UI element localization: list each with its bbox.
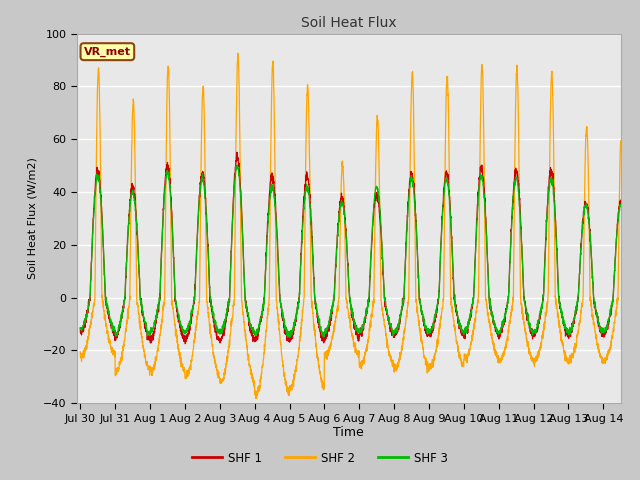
SHF 2 xyxy=(617,138,625,144)
SHF 2 xyxy=(434,343,442,348)
SHF 2 xyxy=(566,358,574,363)
SHF 2 xyxy=(245,363,253,369)
SHF 2 xyxy=(602,355,609,361)
Line: SHF 1: SHF 1 xyxy=(80,152,621,344)
Line: SHF 2: SHF 2 xyxy=(80,53,621,399)
SHF 3 xyxy=(566,329,574,335)
SHF 1 xyxy=(434,303,442,309)
SHF 2 xyxy=(234,50,241,56)
SHF 2 xyxy=(426,365,434,371)
SHF 1 xyxy=(617,202,625,208)
SHF 1 xyxy=(196,181,204,187)
Line: SHF 3: SHF 3 xyxy=(80,165,621,337)
SHF 2 xyxy=(196,230,204,236)
SHF 1 xyxy=(566,328,574,334)
SHF 1 xyxy=(76,325,84,331)
SHF 3 xyxy=(234,162,241,168)
SHF 3 xyxy=(284,334,291,340)
SHF 2 xyxy=(252,396,260,402)
SHF 1 xyxy=(602,329,609,335)
Legend: SHF 1, SHF 2, SHF 3: SHF 1, SHF 2, SHF 3 xyxy=(188,447,452,469)
SHF 3 xyxy=(196,185,204,191)
SHF 3 xyxy=(617,202,625,207)
Title: Soil Heat Flux: Soil Heat Flux xyxy=(301,16,397,30)
SHF 3 xyxy=(245,316,253,322)
Text: VR_met: VR_met xyxy=(84,47,131,57)
SHF 3 xyxy=(434,302,442,308)
SHF 3 xyxy=(602,328,609,334)
SHF 1 xyxy=(233,149,241,155)
SHF 1 xyxy=(181,341,189,347)
SHF 1 xyxy=(426,328,434,334)
SHF 1 xyxy=(246,324,253,329)
X-axis label: Time: Time xyxy=(333,426,364,439)
Y-axis label: Soil Heat Flux (W/m2): Soil Heat Flux (W/m2) xyxy=(28,157,37,279)
SHF 3 xyxy=(426,330,434,336)
SHF 3 xyxy=(76,324,84,330)
SHF 2 xyxy=(76,349,84,355)
